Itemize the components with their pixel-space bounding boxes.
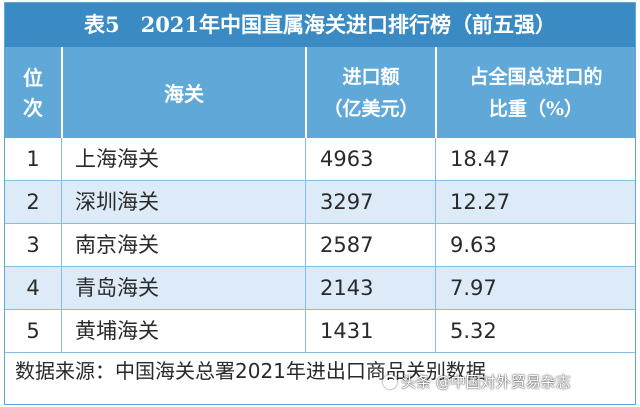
table-header: 位 次 海关 进口额 （亿美元） 占全国总进口的 比重（%）: [5, 47, 635, 138]
column-divider: [435, 138, 436, 180]
header-rank-line2: 次: [23, 95, 43, 120]
table-row: 3 南京海关 2587 9.63: [5, 224, 635, 267]
customs-name-cell: 青岛海关: [75, 276, 159, 300]
import-value-cell: 1431: [320, 319, 374, 343]
customs-name-cell: 黄埔海关: [75, 319, 159, 343]
column-divider: [61, 138, 62, 180]
column-divider: [435, 267, 436, 309]
customs-name-cell: 南京海关: [75, 233, 159, 257]
import-value-cell: 2587: [320, 233, 374, 257]
column-divider: [305, 138, 306, 180]
column-divider: [435, 224, 436, 266]
column-divider: [305, 224, 306, 266]
table-row: 4 青岛海关 2143 7.97: [5, 267, 635, 310]
table-frame: 表5 2021年中国直属海关进口排行榜（前五强） 位 次 海关 进口额 （亿美元…: [4, 2, 636, 405]
column-divider: [61, 267, 62, 309]
column-divider: [305, 310, 306, 352]
data-source-note: 数据来源：中国海关总署2021年进出口商品关别数据: [15, 359, 486, 383]
header-share: 占全国总进口的 比重（%）: [437, 47, 635, 138]
column-divider: [61, 181, 62, 223]
rank-cell: 5: [26, 319, 40, 343]
rank-cell: 1: [26, 147, 40, 171]
watermark-logo-icon: [383, 374, 397, 389]
table-row: 5 黄埔海关 1431 5.32: [5, 310, 635, 353]
header-value-line2: （亿美元）: [323, 97, 419, 120]
column-divider: [435, 310, 436, 352]
header-share-line2: 比重（%）: [488, 97, 584, 120]
import-value-cell: 2143: [320, 276, 374, 300]
watermark: 头条 @中国对外贸易杂志: [383, 371, 571, 392]
header-divider: [305, 47, 307, 138]
table-row: 1 上海海关 4963 18.47: [5, 138, 635, 181]
column-divider: [61, 224, 62, 266]
rank-cell: 3: [26, 233, 40, 257]
header-value: 进口额 （亿美元）: [307, 47, 435, 138]
column-divider: [61, 310, 62, 352]
rank-cell: 2: [26, 190, 40, 214]
header-name-label: 海关: [164, 82, 204, 106]
watermark-text: 头条 @中国对外贸易杂志: [401, 373, 571, 391]
header-share-line1: 占全国总进口的: [469, 65, 603, 88]
share-cell: 18.47: [450, 147, 511, 171]
table-title: 表5 2021年中国直属海关进口排行榜（前五强）: [5, 3, 635, 47]
column-divider: [305, 181, 306, 223]
share-cell: 9.63: [450, 233, 497, 257]
header-rank-line1: 位: [23, 65, 43, 90]
table-row: 2 深圳海关 3297 12.27: [5, 181, 635, 224]
share-cell: 5.32: [450, 319, 497, 343]
share-cell: 12.27: [450, 190, 511, 214]
rank-cell: 4: [26, 276, 40, 300]
header-rank: 位 次: [5, 47, 61, 138]
header-divider: [435, 47, 437, 138]
header-value-line1: 进口额: [342, 65, 400, 88]
share-cell: 7.97: [450, 276, 497, 300]
header-divider: [61, 47, 63, 138]
column-divider: [305, 267, 306, 309]
column-divider: [435, 181, 436, 223]
import-value-cell: 3297: [320, 190, 374, 214]
customs-name-cell: 上海海关: [75, 147, 159, 171]
header-name: 海关: [63, 47, 305, 138]
import-value-cell: 4963: [320, 147, 374, 171]
customs-name-cell: 深圳海关: [75, 190, 159, 214]
table-body: 1 上海海关 4963 18.47 2 深圳海关 3297 12.27 3: [5, 138, 635, 353]
